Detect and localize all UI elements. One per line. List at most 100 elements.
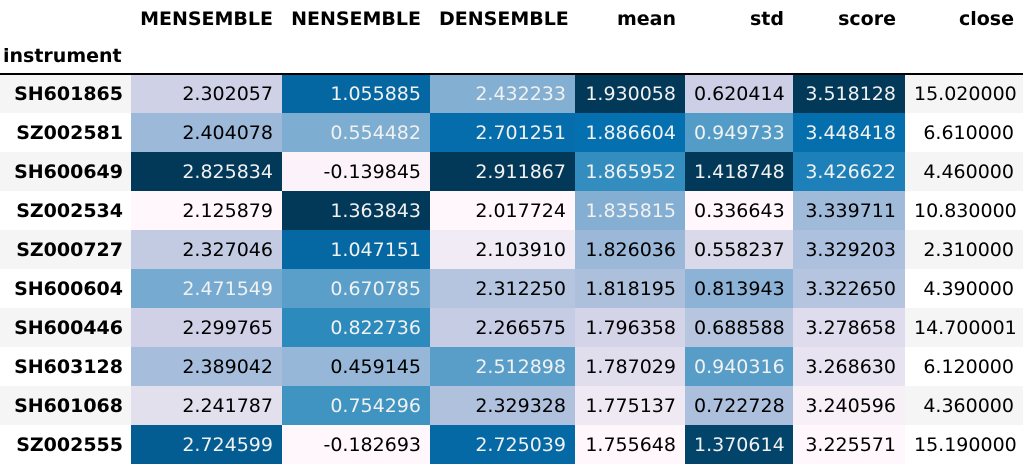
cell-sh603128-mean: 1.787029	[575, 347, 685, 386]
index-name-filler-cell	[282, 38, 430, 75]
cell-sh600649-std: 1.418748	[685, 152, 793, 191]
row-header-sh600649: SH600649	[14, 160, 123, 183]
column-header-mean: mean	[616, 8, 676, 30]
cell-sz002534-densemble: 2.017724	[430, 191, 575, 230]
cell-sh601865-mensemble: 2.302057	[131, 74, 282, 113]
table-row-sh601865: SH601865 2.302057 1.055885 2.432233 1.930058…	[0, 74, 1023, 113]
cell-sh600649-mean: 1.865952	[575, 152, 685, 191]
column-header-close: close	[958, 8, 1014, 30]
cell-sh601865-score: 3.518128	[793, 74, 905, 113]
cell-sh600649-mensemble: 2.825834	[131, 152, 282, 191]
cell-sz002534-score: 3.339711	[793, 191, 905, 230]
cell-sz002534-mensemble: 2.125879	[131, 191, 282, 230]
cell-sh600446-std: 0.688588	[685, 308, 793, 347]
cell-sh603128-mensemble: 2.389042	[131, 347, 282, 386]
cell-sz000727-mean: 1.826036	[575, 230, 685, 269]
cell-sh600604-densemble: 2.312250	[430, 269, 575, 308]
cell-sh601068-nensemble: 0.754296	[282, 386, 430, 425]
cell-sz002581-nensemble: 0.554482	[282, 113, 430, 152]
row-header-sz002555: SZ002555	[16, 433, 123, 456]
cell-sz000727-densemble: 2.103910	[430, 230, 575, 269]
index-name-filler-cell	[793, 38, 905, 75]
column-header-row: MENSEMBLE NENSEMBLE DENSEMBLE mean std score c…	[0, 0, 1023, 38]
table-row-sz002555: SZ002555 2.724599 -0.182693 2.725039 1.75564…	[0, 425, 1023, 464]
cell-sh601865-close: 15.020000	[914, 83, 1017, 105]
cell-sh600604-close: 4.390000	[923, 277, 1014, 300]
cell-sh600604-std: 0.813943	[685, 269, 793, 308]
table-row-sh601068: SH601068 2.241787 0.754296 2.329328 1.775137…	[0, 386, 1023, 425]
cell-sz000727-score: 3.329203	[793, 230, 905, 269]
cell-sh600604-score: 3.322650	[793, 269, 905, 308]
index-name-row: instrument	[0, 38, 1023, 75]
corner-blank-cell	[0, 0, 131, 38]
cell-sh601068-densemble: 2.329328	[430, 386, 575, 425]
column-header-mensemble: MENSEMBLE	[140, 8, 273, 30]
index-name-filler-cell	[685, 38, 793, 75]
cell-sh601865-densemble: 2.432233	[430, 74, 575, 113]
row-header-sh601068: SH601068	[14, 394, 123, 417]
row-header-sh600604: SH600604	[14, 277, 123, 300]
cell-sh600649-densemble: 2.911867	[430, 152, 575, 191]
row-header-sz002534: SZ002534	[16, 199, 123, 222]
cell-sh601068-score: 3.240596	[793, 386, 905, 425]
row-header-sh600446: SH600446	[14, 316, 123, 339]
cell-sh600604-mean: 1.818195	[575, 269, 685, 308]
table-row-sh600604: SH600604 2.471549 0.670785 2.312250 1.818195…	[0, 269, 1023, 308]
cell-sh600446-mean: 1.796358	[575, 308, 685, 347]
cell-sz002555-score: 3.225571	[793, 425, 905, 464]
index-name-filler-cell	[905, 38, 1023, 75]
cell-sz000727-std: 0.558237	[685, 230, 793, 269]
index-name-label: instrument	[0, 38, 131, 75]
cell-sh600446-densemble: 2.266575	[430, 308, 575, 347]
cell-sh601865-mean: 1.930058	[575, 74, 685, 113]
table-row-sz002534: SZ002534 2.125879 1.363843 2.017724 1.835815…	[0, 191, 1023, 230]
cell-sh603128-nensemble: 0.459145	[282, 347, 430, 386]
cell-sh601865-std: 0.620414	[685, 74, 793, 113]
cell-sz002555-densemble: 2.725039	[430, 425, 575, 464]
cell-sh600446-mensemble: 2.299765	[131, 308, 282, 347]
index-name-filler-cell	[575, 38, 685, 75]
cell-sz002555-mean: 1.755648	[575, 425, 685, 464]
cell-sz002555-nensemble: -0.182693	[282, 425, 430, 464]
cell-sh603128-close: 6.120000	[923, 355, 1014, 378]
cell-sz002581-densemble: 2.701251	[430, 113, 575, 152]
cell-sz000727-close: 2.310000	[923, 238, 1014, 261]
table-row-sz000727: SZ000727 2.327046 1.047151 2.103910 1.826036…	[0, 230, 1023, 269]
table-header: MENSEMBLE NENSEMBLE DENSEMBLE mean std score c…	[0, 0, 1023, 75]
cell-sh601068-close: 4.360000	[923, 394, 1014, 417]
row-header-sh601865: SH601865	[14, 83, 123, 105]
cell-sh601068-std: 0.722728	[685, 386, 793, 425]
cell-sh601865-nensemble: 1.055885	[282, 74, 430, 113]
table-row-sh603128: SH603128 2.389042 0.459145 2.512898 1.787029…	[0, 347, 1023, 386]
cell-sh601068-mean: 1.775137	[575, 386, 685, 425]
table-row-sh600446: SH600446 2.299765 0.822736 2.266575 1.796358…	[0, 308, 1023, 347]
cell-sh600604-mensemble: 2.471549	[131, 269, 282, 308]
index-name-filler-cell	[131, 38, 282, 75]
cell-sh600649-score: 3.426622	[793, 152, 905, 191]
cell-sh603128-densemble: 2.512898	[430, 347, 575, 386]
cell-sz000727-mensemble: 2.327046	[131, 230, 282, 269]
cell-sz002534-mean: 1.835815	[575, 191, 685, 230]
column-header-densemble: DENSEMBLE	[439, 8, 569, 30]
cell-sz002534-std: 0.336643	[685, 191, 793, 230]
cell-sz002534-close: 10.830000	[914, 199, 1017, 222]
cell-sh600446-close: 14.700001	[914, 316, 1017, 339]
table-body: SH601865 2.302057 1.055885 2.432233 1.930058…	[0, 74, 1023, 464]
cell-sh600649-close: 4.460000	[923, 160, 1014, 183]
cell-sz002581-mean: 1.886604	[575, 113, 685, 152]
cell-sh600649-nensemble: -0.139845	[282, 152, 430, 191]
row-header-sz002581: SZ002581	[16, 121, 123, 144]
column-header-nensemble: NENSEMBLE	[291, 8, 421, 30]
table-row-sz002581: SZ002581 2.404078 0.554482 2.701251 1.886604…	[0, 113, 1023, 152]
index-name-filler-cell	[430, 38, 575, 75]
cell-sz002581-close: 6.610000	[923, 121, 1014, 144]
column-header-std: std	[750, 8, 784, 30]
cell-sz002555-mensemble: 2.724599	[131, 425, 282, 464]
table-row-sh600649: SH600649 2.825834 -0.139845 2.911867 1.86595…	[0, 152, 1023, 191]
cell-sz002534-nensemble: 1.363843	[282, 191, 430, 230]
cell-sz002581-score: 3.448418	[793, 113, 905, 152]
row-header-sz000727: SZ000727	[16, 238, 123, 261]
cell-sh600604-nensemble: 0.670785	[282, 269, 430, 308]
